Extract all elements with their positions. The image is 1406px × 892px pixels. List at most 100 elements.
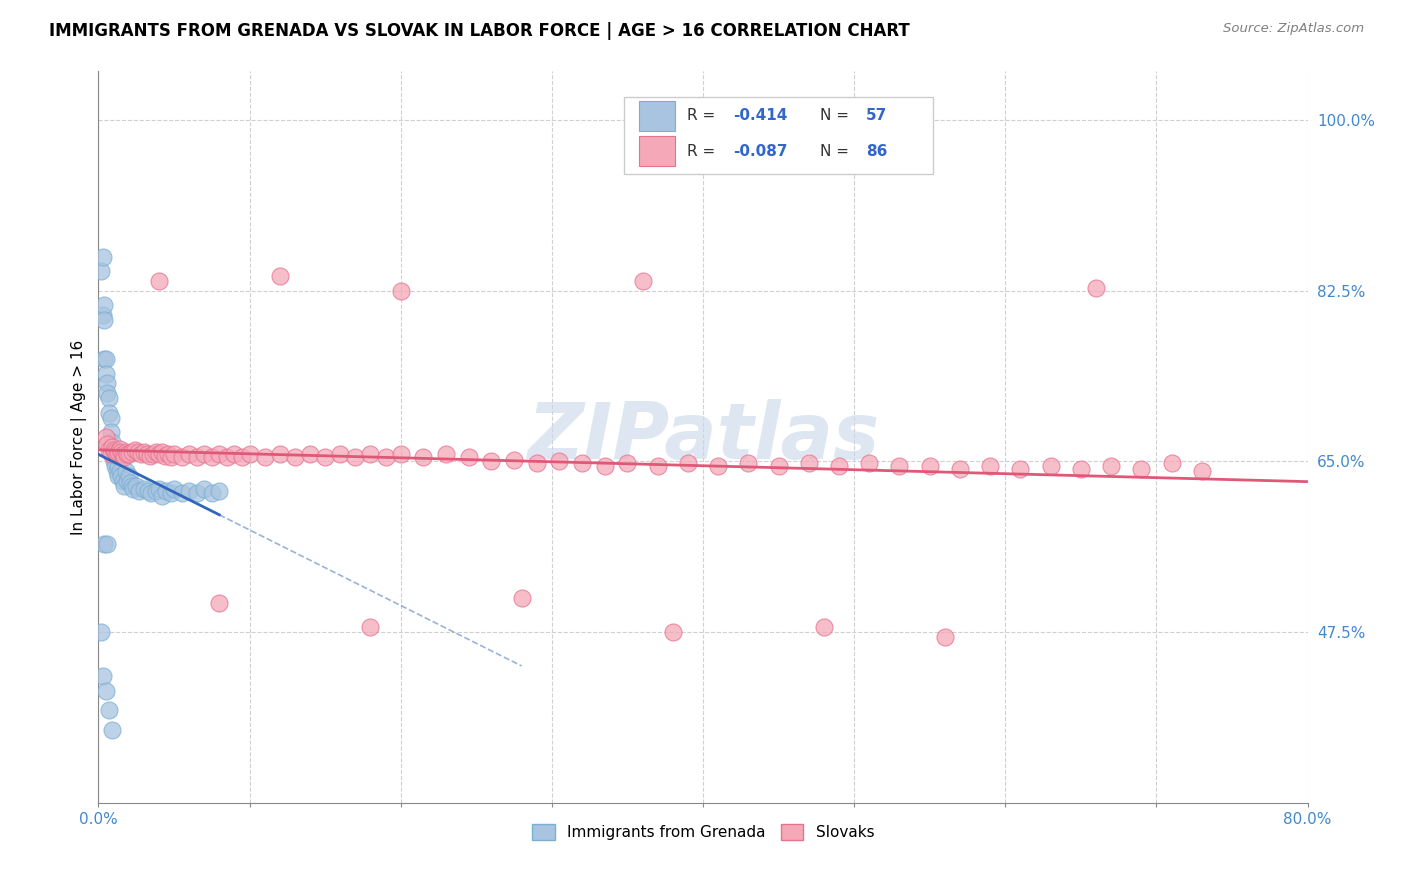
Point xyxy=(142,447,165,461)
Point xyxy=(115,474,138,488)
Point xyxy=(120,475,142,490)
Point xyxy=(125,479,148,493)
Point xyxy=(103,442,125,457)
Point xyxy=(114,464,136,478)
Point xyxy=(1160,457,1182,471)
Point xyxy=(201,485,224,500)
Point xyxy=(124,442,146,457)
Point xyxy=(269,269,291,284)
Point xyxy=(269,447,291,461)
Point xyxy=(481,454,503,468)
Point xyxy=(344,450,367,464)
Point xyxy=(90,264,112,278)
Point xyxy=(374,450,396,464)
Point xyxy=(661,625,683,640)
Point xyxy=(571,457,593,471)
Point xyxy=(141,485,163,500)
Point xyxy=(1070,462,1092,476)
Point xyxy=(170,485,193,500)
Point xyxy=(103,450,125,464)
Point xyxy=(101,440,124,454)
Point xyxy=(858,457,880,471)
Point xyxy=(631,274,654,288)
Point xyxy=(148,274,170,288)
Point xyxy=(105,464,128,478)
Point xyxy=(105,447,128,461)
Point xyxy=(299,447,322,461)
Point xyxy=(93,298,115,312)
Point xyxy=(148,482,170,496)
Point xyxy=(170,450,193,464)
Point xyxy=(329,447,352,461)
FancyBboxPatch shape xyxy=(638,136,675,167)
Point xyxy=(93,313,115,327)
Point xyxy=(94,430,117,444)
Point xyxy=(389,284,412,298)
Point xyxy=(129,447,152,461)
Point xyxy=(389,447,412,461)
Point xyxy=(108,464,131,478)
Point xyxy=(797,457,820,471)
Point xyxy=(94,683,117,698)
Point xyxy=(105,444,128,458)
Text: -0.087: -0.087 xyxy=(734,144,787,159)
Point xyxy=(96,386,118,401)
Point xyxy=(1010,462,1032,476)
Point xyxy=(179,447,201,461)
Point xyxy=(132,482,155,496)
Point xyxy=(118,469,141,483)
Text: 57: 57 xyxy=(866,109,887,123)
Point xyxy=(94,367,117,381)
Point xyxy=(231,450,253,464)
Point xyxy=(979,459,1001,474)
Point xyxy=(91,308,114,322)
Point xyxy=(616,457,638,471)
Point xyxy=(224,447,246,461)
Point xyxy=(96,537,118,551)
Point xyxy=(179,483,201,498)
Point xyxy=(160,485,183,500)
Point xyxy=(239,447,262,461)
Point xyxy=(139,449,162,463)
Point xyxy=(111,447,134,461)
Point xyxy=(98,703,121,717)
Point xyxy=(111,474,134,488)
Point xyxy=(160,450,183,464)
Point xyxy=(100,410,122,425)
Text: -0.414: -0.414 xyxy=(734,109,787,123)
Point xyxy=(186,450,208,464)
Text: R =: R = xyxy=(688,109,720,123)
Point xyxy=(101,723,124,737)
Point xyxy=(90,625,112,640)
Point xyxy=(1085,281,1108,295)
Point xyxy=(115,447,138,461)
Point xyxy=(118,447,141,461)
Point xyxy=(208,596,231,610)
Point xyxy=(208,447,231,461)
Point xyxy=(98,391,121,405)
Point xyxy=(201,450,224,464)
Point xyxy=(412,450,434,464)
Point xyxy=(104,459,127,474)
Point xyxy=(98,442,121,457)
Point xyxy=(96,376,118,391)
Point xyxy=(918,459,941,474)
Point xyxy=(156,447,179,461)
Point xyxy=(104,444,127,458)
Point xyxy=(889,459,911,474)
Point xyxy=(434,447,457,461)
Point xyxy=(457,450,479,464)
Point xyxy=(737,457,759,471)
Point xyxy=(314,450,336,464)
Point xyxy=(98,406,121,420)
Point xyxy=(93,537,115,551)
Point xyxy=(215,450,238,464)
Text: R =: R = xyxy=(688,144,720,159)
Point xyxy=(526,457,548,471)
Point xyxy=(112,450,135,464)
Point xyxy=(114,444,136,458)
Point xyxy=(148,447,170,461)
Point xyxy=(110,444,132,458)
Point xyxy=(91,250,114,264)
Point xyxy=(193,447,215,461)
